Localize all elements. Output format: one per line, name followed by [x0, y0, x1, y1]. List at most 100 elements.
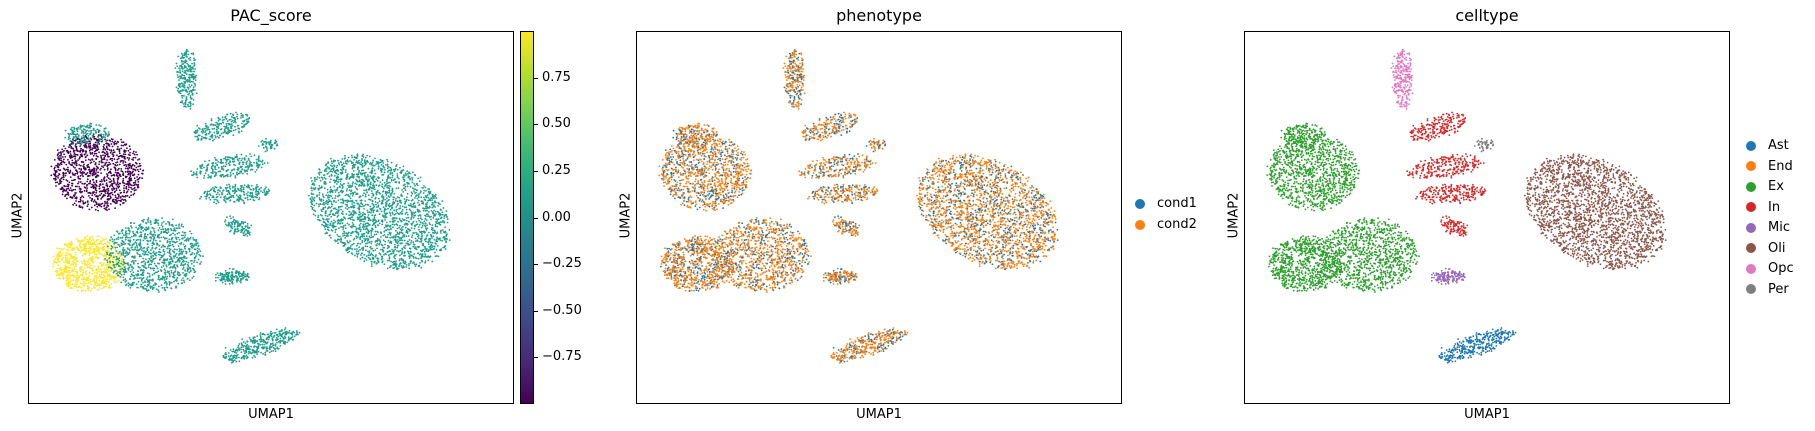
- scatter-point: [204, 131, 206, 134]
- scatter-point: [134, 246, 137, 249]
- scatter-point: [176, 276, 179, 279]
- scatter-point: [125, 230, 127, 233]
- scatter-point: [171, 266, 174, 268]
- scatter-point: [128, 186, 130, 189]
- scatter-point: [59, 162, 62, 165]
- scatter-point: [151, 278, 154, 281]
- scatter-point: [134, 259, 137, 262]
- scatter-point: [115, 258, 118, 261]
- scatter-point: [103, 156, 106, 159]
- scatter-point: [217, 166, 220, 169]
- scatter-point: [129, 171, 132, 173]
- scatter-point: [104, 202, 107, 205]
- scatter-point: [161, 278, 164, 281]
- scatter-point: [137, 280, 140, 283]
- scatter-point: [160, 254, 163, 257]
- scatter-point: [95, 247, 98, 250]
- scatter-point: [60, 180, 63, 183]
- scatter-point: [185, 96, 188, 98]
- scatter-point: [193, 173, 196, 176]
- scatter-point: [69, 274, 71, 277]
- scatter-point: [82, 284, 85, 287]
- scatter-point: [112, 268, 115, 271]
- scatter-point: [87, 166, 90, 168]
- scatter-point: [362, 211, 364, 214]
- scatter-point: [232, 196, 235, 199]
- scatter-point: [95, 170, 98, 172]
- scatter-point: [258, 188, 260, 191]
- scatter-point: [67, 249, 70, 252]
- scatter-point: [224, 283, 227, 285]
- scatter-point: [135, 239, 138, 242]
- scatter-point: [184, 245, 186, 248]
- scatter-point: [106, 245, 109, 248]
- scatter-point: [148, 258, 151, 260]
- scatter-point: [227, 162, 230, 165]
- scatter-point: [97, 198, 99, 201]
- scatter-point: [102, 166, 105, 169]
- scatter-point: [157, 278, 160, 281]
- scatter-point: [236, 227, 239, 230]
- scatter-point: [112, 271, 115, 274]
- scatter-point: [92, 269, 95, 272]
- scatter-point: [100, 284, 102, 287]
- scatter-point: [230, 120, 233, 123]
- scatter-point: [234, 219, 237, 222]
- scatter-point: [213, 138, 216, 141]
- scatter-point: [120, 244, 123, 247]
- scatter-point: [67, 267, 70, 269]
- scatter-point: [65, 163, 68, 166]
- scatter-point: [148, 264, 150, 266]
- scatter-point: [190, 232, 193, 235]
- scatter-point: [246, 196, 249, 199]
- scatter-point: [60, 161, 63, 164]
- scatter-point: [122, 172, 125, 175]
- scatter-point: [95, 253, 97, 256]
- scatter-point: [420, 266, 423, 269]
- scatter-point: [374, 172, 377, 175]
- scatter-point: [92, 239, 95, 242]
- scatter-point: [154, 257, 157, 260]
- scatter-point: [156, 236, 159, 239]
- scatter-point: [182, 225, 185, 228]
- scatter-point: [236, 171, 238, 174]
- scatter-point: [225, 122, 228, 125]
- scatter-point: [224, 221, 226, 223]
- scatter-point: [116, 246, 118, 249]
- scatter-point: [141, 249, 143, 252]
- scatter-point: [71, 283, 74, 285]
- scatter-point: [145, 258, 147, 261]
- scatter-point: [237, 222, 239, 225]
- scatter-point: [162, 244, 164, 247]
- scatter-point: [122, 234, 125, 237]
- scatter-point: [94, 163, 97, 165]
- scatter-point: [65, 277, 68, 280]
- scatter-point: [250, 168, 253, 171]
- scatter-point: [193, 82, 196, 85]
- scatter-point: [142, 250, 145, 253]
- scatter-point: [81, 172, 84, 175]
- scatter-point: [132, 238, 135, 241]
- scatter-point: [183, 71, 186, 74]
- scatter-point: [130, 273, 133, 276]
- scatter-point: [210, 119, 213, 122]
- scatter-point: [185, 238, 188, 241]
- scatter-point: [370, 177, 373, 180]
- scatter-point: [108, 171, 111, 174]
- scatter-point: [106, 185, 109, 188]
- scatter-point: [106, 259, 108, 262]
- scatter-point: [73, 276, 75, 278]
- scatter-point: [101, 239, 104, 242]
- scatter-point: [177, 236, 180, 239]
- scatter-point: [116, 181, 119, 184]
- scatter-point: [74, 145, 77, 147]
- scatter-point: [110, 236, 112, 239]
- scatter-point: [62, 190, 64, 193]
- scatter-point: [175, 252, 178, 255]
- scatter-point: [73, 126, 75, 129]
- scatter-point: [103, 285, 105, 288]
- scatter-point: [181, 100, 184, 102]
- scatter-point: [414, 237, 417, 240]
- scatter-point: [104, 164, 107, 166]
- scatter-point: [215, 276, 217, 279]
